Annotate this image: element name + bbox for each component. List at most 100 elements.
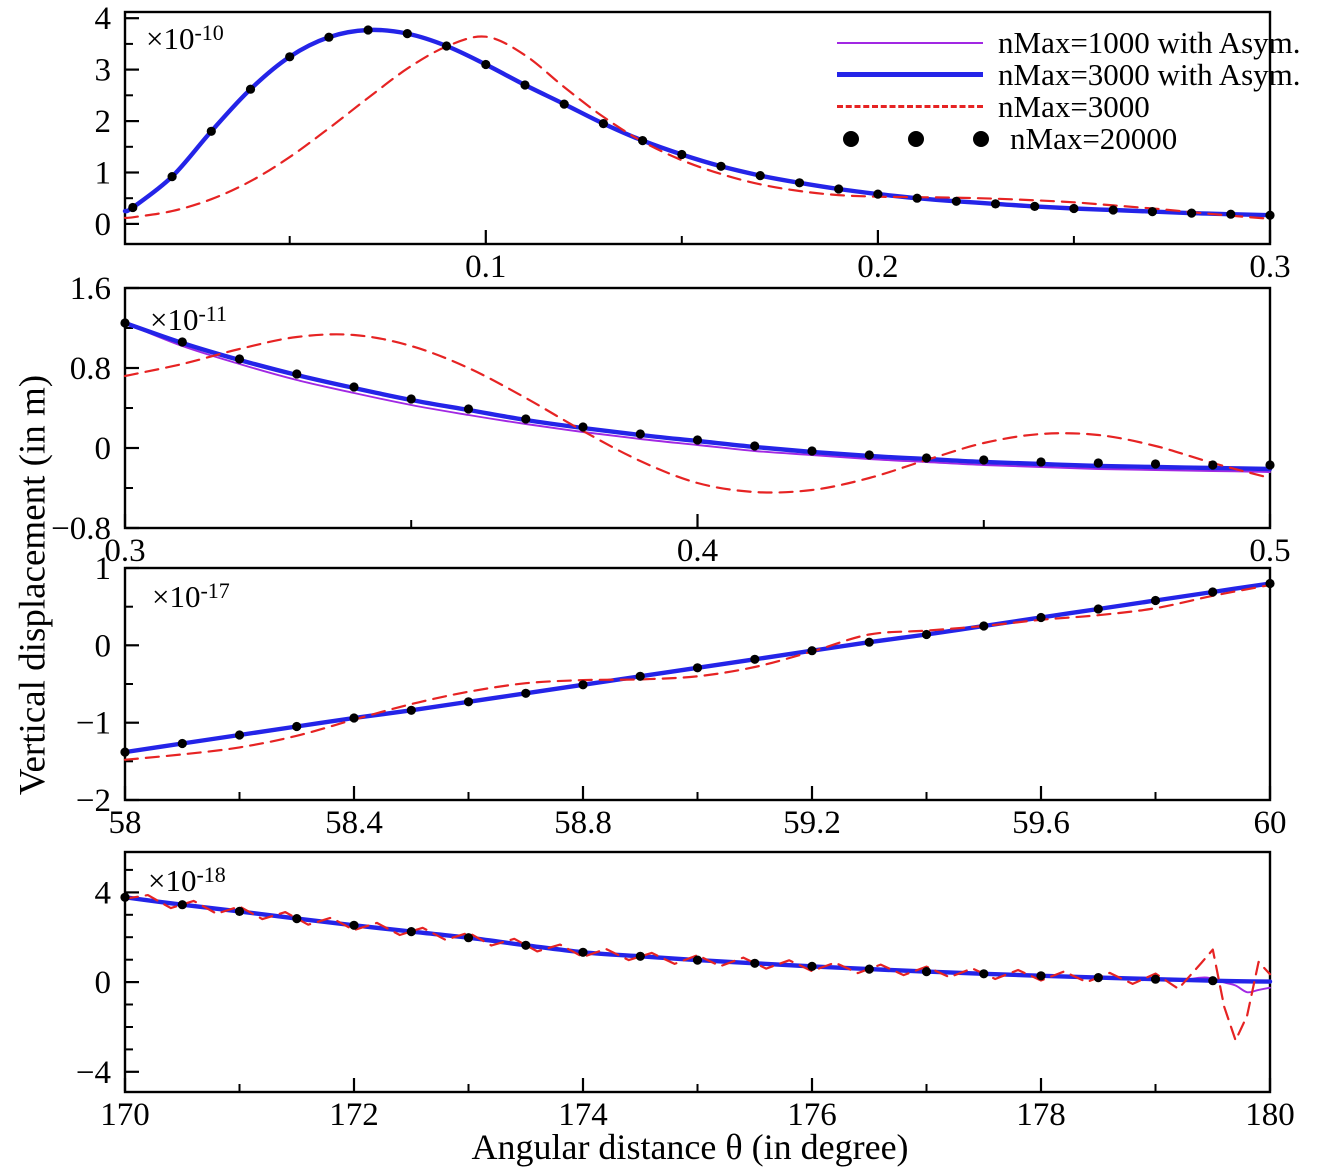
- panel-frame: [123, 286, 1272, 530]
- legend-label: nMax=1000 with Asym.: [998, 24, 1301, 60]
- y-tick-label: 4: [95, 875, 112, 911]
- scale-label-panel1: ×10-10: [146, 20, 224, 57]
- y-tick-label: 0.8: [70, 351, 111, 387]
- multiplier-text: ×10: [148, 863, 197, 898]
- data-dot: [864, 637, 874, 647]
- x-tick-label: 178: [1016, 1097, 1066, 1133]
- x-tick-label: 180: [1245, 1097, 1295, 1133]
- data-dot: [692, 955, 703, 965]
- data-dot: [1093, 458, 1103, 468]
- y-tick-label: −4: [76, 1055, 111, 1091]
- series-asym3000: [122, 895, 1273, 984]
- data-dot: [324, 32, 334, 42]
- y-tick-label: 2: [95, 104, 112, 140]
- y-tick-label: 3: [95, 53, 112, 89]
- legend: nMax=1000 with Asym. nMax=3000 with Asym…: [837, 24, 1301, 156]
- dots-swatch-icon: [837, 130, 995, 147]
- data-dot: [463, 697, 474, 707]
- y-tick-label: 0: [95, 628, 112, 664]
- data-dot: [807, 446, 817, 456]
- data-dot: [177, 738, 187, 749]
- y-tick-label: −2: [76, 783, 111, 819]
- x-tick-label: 0.4: [677, 533, 718, 569]
- data-dot: [349, 920, 359, 930]
- data-dot: [750, 654, 760, 664]
- data-dot: [406, 394, 416, 404]
- data-dot: [635, 951, 645, 961]
- data-dot: [755, 171, 765, 181]
- x-tick-label: 58.8: [554, 805, 612, 841]
- data-dot: [979, 621, 989, 631]
- data-dot: [206, 126, 216, 136]
- exponent-text: -18: [196, 862, 226, 887]
- data-dot: [979, 455, 989, 465]
- x-tick-label: 0.3: [1249, 249, 1290, 285]
- thick-line-swatch-icon: [837, 72, 983, 77]
- x-tick-label: 58.4: [325, 805, 383, 841]
- data-dot: [363, 25, 373, 35]
- data-dot: [520, 80, 530, 90]
- data-dot: [807, 961, 817, 972]
- series-asym1000: [124, 322, 1271, 473]
- data-dot: [1265, 460, 1275, 470]
- data-dot: [1147, 207, 1157, 217]
- y-tick-label: 1: [95, 551, 112, 587]
- data-dot: [578, 947, 588, 957]
- data-dot: [292, 914, 302, 924]
- legend-label: nMax=3000: [998, 88, 1150, 124]
- x-tick-label: 172: [329, 1097, 379, 1133]
- data-dot: [750, 958, 760, 968]
- data-dot: [578, 680, 588, 690]
- data-dot: [864, 964, 874, 974]
- data-dot: [177, 900, 187, 910]
- data-dot: [120, 318, 130, 328]
- y-tick-label: −0.8: [51, 511, 111, 547]
- data-dot: [1208, 587, 1218, 597]
- exponent-text: -10: [194, 20, 224, 45]
- scale-label-panel4: ×10-18: [148, 862, 226, 899]
- data-dot: [1226, 209, 1236, 219]
- multiplier-text: ×10: [152, 579, 201, 614]
- exponent-text: -17: [200, 578, 230, 603]
- scale-label-panel3: ×10-17: [152, 578, 230, 615]
- data-dot: [521, 688, 531, 698]
- series-nmax3000: [123, 894, 1272, 1042]
- data-dot: [692, 435, 703, 445]
- y-tick-label: 1.6: [70, 271, 111, 307]
- x-tick-label: 176: [787, 1097, 837, 1133]
- data-dot: [234, 906, 245, 917]
- data-dot: [1108, 205, 1118, 215]
- y-axis-title: Vertical displacement (in m): [12, 374, 54, 796]
- data-dot: [1150, 595, 1161, 606]
- data-dot: [521, 414, 531, 424]
- x-tick-label: 60: [1254, 805, 1287, 841]
- y-tick-label: −1: [76, 706, 111, 742]
- series-asym3000: [122, 320, 1273, 472]
- data-dot: [638, 136, 648, 146]
- data-dot: [635, 429, 645, 439]
- series-nmax3000: [123, 583, 1272, 761]
- legend-item-asym1000: nMax=1000 with Asym.: [837, 24, 1301, 60]
- x-tick-label: 0.2: [857, 249, 898, 285]
- legend-label: nMax=20000: [1010, 120, 1178, 156]
- x-tick-label: 59.2: [783, 805, 841, 841]
- data-dot: [167, 172, 177, 182]
- data-dot: [406, 927, 416, 937]
- data-dot: [1036, 612, 1046, 623]
- data-dot: [716, 161, 726, 171]
- dashed-line-swatch-icon: [837, 105, 983, 108]
- y-tick-label: 0: [95, 207, 112, 243]
- exponent-text: -11: [198, 301, 227, 326]
- data-dot: [951, 196, 961, 206]
- data-dot: [912, 193, 922, 203]
- data-dot: [1036, 971, 1046, 981]
- legend-item-nmax3000: nMax=3000: [837, 88, 1301, 124]
- data-dot: [285, 52, 295, 62]
- data-dot: [873, 189, 883, 199]
- data-dot: [921, 453, 932, 463]
- data-dot: [750, 441, 760, 451]
- data-dot: [120, 892, 130, 902]
- data-dot: [177, 337, 187, 347]
- data-dot: [406, 705, 416, 715]
